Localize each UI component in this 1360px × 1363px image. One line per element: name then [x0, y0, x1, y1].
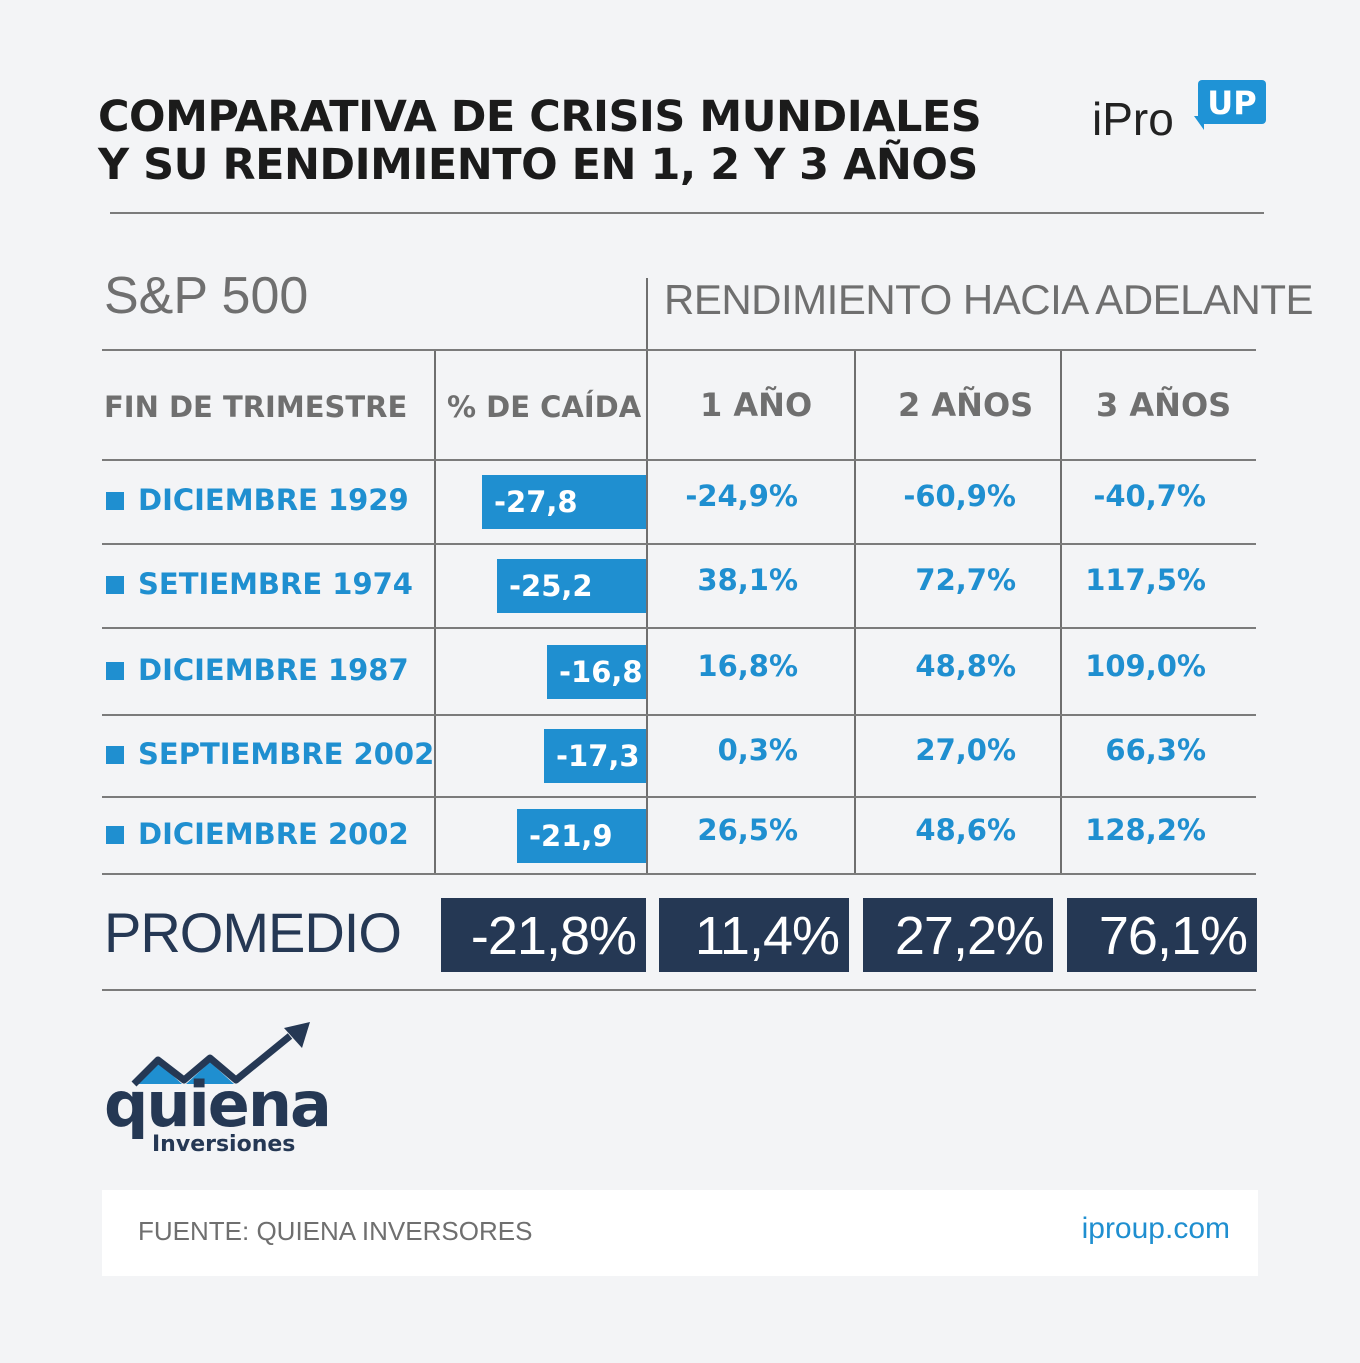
return-value-2: 27,0% — [915, 733, 1016, 767]
return-value-2: 48,8% — [915, 648, 1016, 683]
drop-bar — [547, 644, 646, 699]
grid-hline-1 — [102, 543, 1256, 545]
header-divider-vertical — [646, 278, 648, 352]
title-divider — [110, 212, 1264, 214]
return-value-3: 109,0% — [1085, 648, 1206, 683]
table-top-rule — [102, 349, 1256, 351]
logo-subtitle: Inversiones — [152, 1132, 296, 1157]
row-bullet-icon — [106, 492, 124, 510]
quiena-roofs-arrow-icon — [131, 1022, 310, 1087]
brand-text: iPro — [1092, 93, 1174, 145]
return-value-1: 0,3% — [717, 733, 798, 767]
drop-bar — [497, 559, 646, 613]
drop-bar-label: -21,9 — [529, 818, 613, 853]
grid-hline-2 — [102, 627, 1256, 629]
grid-hline-0 — [102, 459, 1256, 461]
row-bullet-icon — [106, 825, 124, 844]
return-value-2: -60,9% — [903, 479, 1016, 513]
return-value-3: 66,3% — [1105, 733, 1206, 767]
return-value-1: 26,5% — [697, 812, 798, 847]
drop-bar — [544, 729, 646, 783]
column-header-1-year: 1 AÑO — [700, 386, 813, 424]
return-value-2: 48,6% — [915, 812, 1016, 847]
title-line-1: COMPARATIVA DE CRISIS MUNDIALES — [98, 92, 982, 142]
return-value-3: -40,7% — [1093, 479, 1206, 513]
drop-bar-label: -17,3 — [556, 739, 640, 773]
return-value-1: 16,8% — [697, 648, 798, 683]
row-label: DICIEMBRE 1929 — [138, 483, 409, 517]
return-value-2: 72,7% — [915, 563, 1016, 597]
index-label: S&P 500 — [104, 267, 309, 325]
row-bullet-icon — [106, 661, 124, 680]
drop-bar-label: -16,8 — [559, 654, 643, 689]
row-bullet-icon — [106, 576, 124, 594]
grid-vline-1 — [434, 351, 436, 875]
column-header-quarter: FIN DE TRIMESTRE — [104, 390, 408, 424]
drop-bar — [517, 808, 646, 863]
grid-vline-3 — [854, 351, 856, 875]
quiena-logo: quiena Inversiones — [104, 1020, 332, 1160]
grid-vline-2 — [646, 351, 648, 875]
column-header-3-years: 3 AÑOS — [1096, 386, 1232, 424]
brand-badge: UP — [1198, 80, 1266, 124]
row-bullet-icon — [106, 746, 124, 764]
average-3-years: 76,1% — [1067, 898, 1257, 972]
row-label: DICIEMBRE 1987 — [138, 652, 409, 687]
iproup-logo: iPro UP — [1092, 80, 1272, 150]
grid-vline-4 — [1060, 351, 1062, 875]
grid-hline-5 — [102, 873, 1256, 875]
column-header-2-years: 2 AÑOS — [898, 386, 1034, 424]
average-drop: -21,8% — [441, 898, 646, 972]
row-label: DICIEMBRE 2002 — [138, 816, 409, 851]
footer-bar: FUENTE: QUIENA INVERSORES iproup.com — [102, 1190, 1258, 1276]
return-value-3: 117,5% — [1085, 563, 1206, 597]
website-link[interactable]: iproup.com — [1081, 1212, 1230, 1245]
logo-name: quiena — [104, 1068, 332, 1141]
grid-hline-3 — [102, 714, 1256, 716]
row-label: SETIEMBRE 1974 — [138, 567, 413, 601]
column-header-drop: % DE CAÍDA — [447, 390, 642, 424]
drop-bar-label: -25,2 — [509, 569, 593, 603]
average-2-years: 27,2% — [863, 898, 1053, 972]
return-value-3: 128,2% — [1085, 812, 1206, 847]
grid-hline-4 — [102, 796, 1256, 798]
drop-bar-label: -27,8 — [494, 485, 578, 519]
return-value-1: 38,1% — [697, 563, 798, 597]
source-note: FUENTE: QUIENA INVERSORES — [138, 1216, 533, 1246]
row-label: SEPTIEMBRE 2002 — [138, 737, 435, 771]
title-line-2: Y SU RENDIMIENTO EN 1, 2 Y 3 AÑOS — [98, 140, 978, 190]
return-value-1: -24,9% — [685, 479, 798, 513]
table-bottom-rule — [102, 989, 1256, 991]
average-label: PROMEDIO — [104, 901, 402, 964]
drop-bar — [482, 475, 646, 529]
average-1-year: 11,4% — [659, 898, 849, 972]
forward-returns-label: RENDIMIENTO HACIA ADELANTE — [664, 276, 1314, 323]
